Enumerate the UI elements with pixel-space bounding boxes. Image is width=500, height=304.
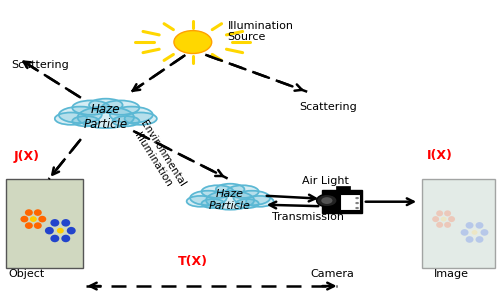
Ellipse shape: [57, 228, 64, 233]
Text: Object: Object: [8, 269, 44, 279]
Ellipse shape: [476, 222, 484, 229]
Ellipse shape: [78, 107, 134, 128]
Text: Haze
Particle: Haze Particle: [84, 103, 128, 131]
Ellipse shape: [89, 99, 122, 112]
Ellipse shape: [25, 222, 33, 229]
Text: Haze
Particle: Haze Particle: [209, 189, 251, 211]
Ellipse shape: [62, 219, 70, 226]
FancyBboxPatch shape: [322, 190, 362, 213]
FancyBboxPatch shape: [340, 194, 360, 210]
Ellipse shape: [55, 112, 87, 125]
Ellipse shape: [432, 216, 439, 222]
Ellipse shape: [45, 227, 54, 234]
Text: Air Light: Air Light: [302, 176, 349, 186]
Ellipse shape: [34, 222, 42, 229]
Ellipse shape: [67, 227, 76, 234]
Ellipse shape: [466, 222, 473, 229]
Ellipse shape: [216, 184, 244, 195]
Ellipse shape: [50, 219, 59, 226]
Ellipse shape: [34, 209, 42, 216]
Ellipse shape: [72, 100, 110, 115]
Ellipse shape: [480, 229, 488, 236]
FancyBboxPatch shape: [422, 179, 495, 268]
Ellipse shape: [186, 196, 214, 207]
Ellipse shape: [102, 100, 140, 115]
Text: Illumination
Source: Illumination Source: [228, 21, 294, 42]
Text: J(X): J(X): [14, 150, 40, 163]
Ellipse shape: [355, 197, 359, 199]
Ellipse shape: [202, 185, 234, 198]
Ellipse shape: [30, 216, 37, 222]
Text: Image: Image: [434, 269, 469, 279]
Ellipse shape: [436, 222, 443, 228]
Ellipse shape: [20, 216, 28, 223]
Ellipse shape: [472, 230, 478, 235]
Ellipse shape: [206, 191, 254, 210]
Text: Transmission: Transmission: [272, 212, 344, 222]
Ellipse shape: [466, 236, 473, 243]
Ellipse shape: [436, 210, 443, 216]
Ellipse shape: [322, 197, 332, 204]
Ellipse shape: [110, 107, 153, 123]
Text: Environmental
Illumination: Environmental Illumination: [128, 119, 188, 195]
Ellipse shape: [246, 196, 274, 207]
Text: Scattering: Scattering: [300, 102, 358, 112]
Ellipse shape: [112, 116, 140, 126]
Ellipse shape: [202, 199, 224, 208]
Ellipse shape: [355, 202, 359, 204]
Ellipse shape: [124, 112, 157, 125]
Text: I(X): I(X): [426, 149, 452, 161]
Ellipse shape: [226, 185, 258, 198]
Ellipse shape: [25, 209, 33, 216]
FancyBboxPatch shape: [6, 179, 84, 268]
Ellipse shape: [59, 107, 102, 123]
Text: T(X): T(X): [178, 255, 208, 268]
Ellipse shape: [440, 217, 446, 222]
Ellipse shape: [50, 235, 59, 242]
Ellipse shape: [72, 116, 99, 126]
Ellipse shape: [355, 207, 359, 209]
Ellipse shape: [316, 194, 337, 207]
Ellipse shape: [62, 235, 70, 242]
Ellipse shape: [190, 191, 226, 205]
Ellipse shape: [444, 222, 451, 228]
FancyBboxPatch shape: [336, 186, 350, 191]
Ellipse shape: [174, 31, 212, 54]
Text: Camera: Camera: [310, 269, 354, 279]
Ellipse shape: [476, 236, 484, 243]
Ellipse shape: [234, 191, 270, 205]
Ellipse shape: [38, 216, 46, 223]
Ellipse shape: [236, 199, 258, 208]
Ellipse shape: [448, 216, 455, 222]
Ellipse shape: [460, 229, 468, 236]
Ellipse shape: [444, 210, 451, 216]
Text: Scattering: Scattering: [12, 60, 69, 70]
